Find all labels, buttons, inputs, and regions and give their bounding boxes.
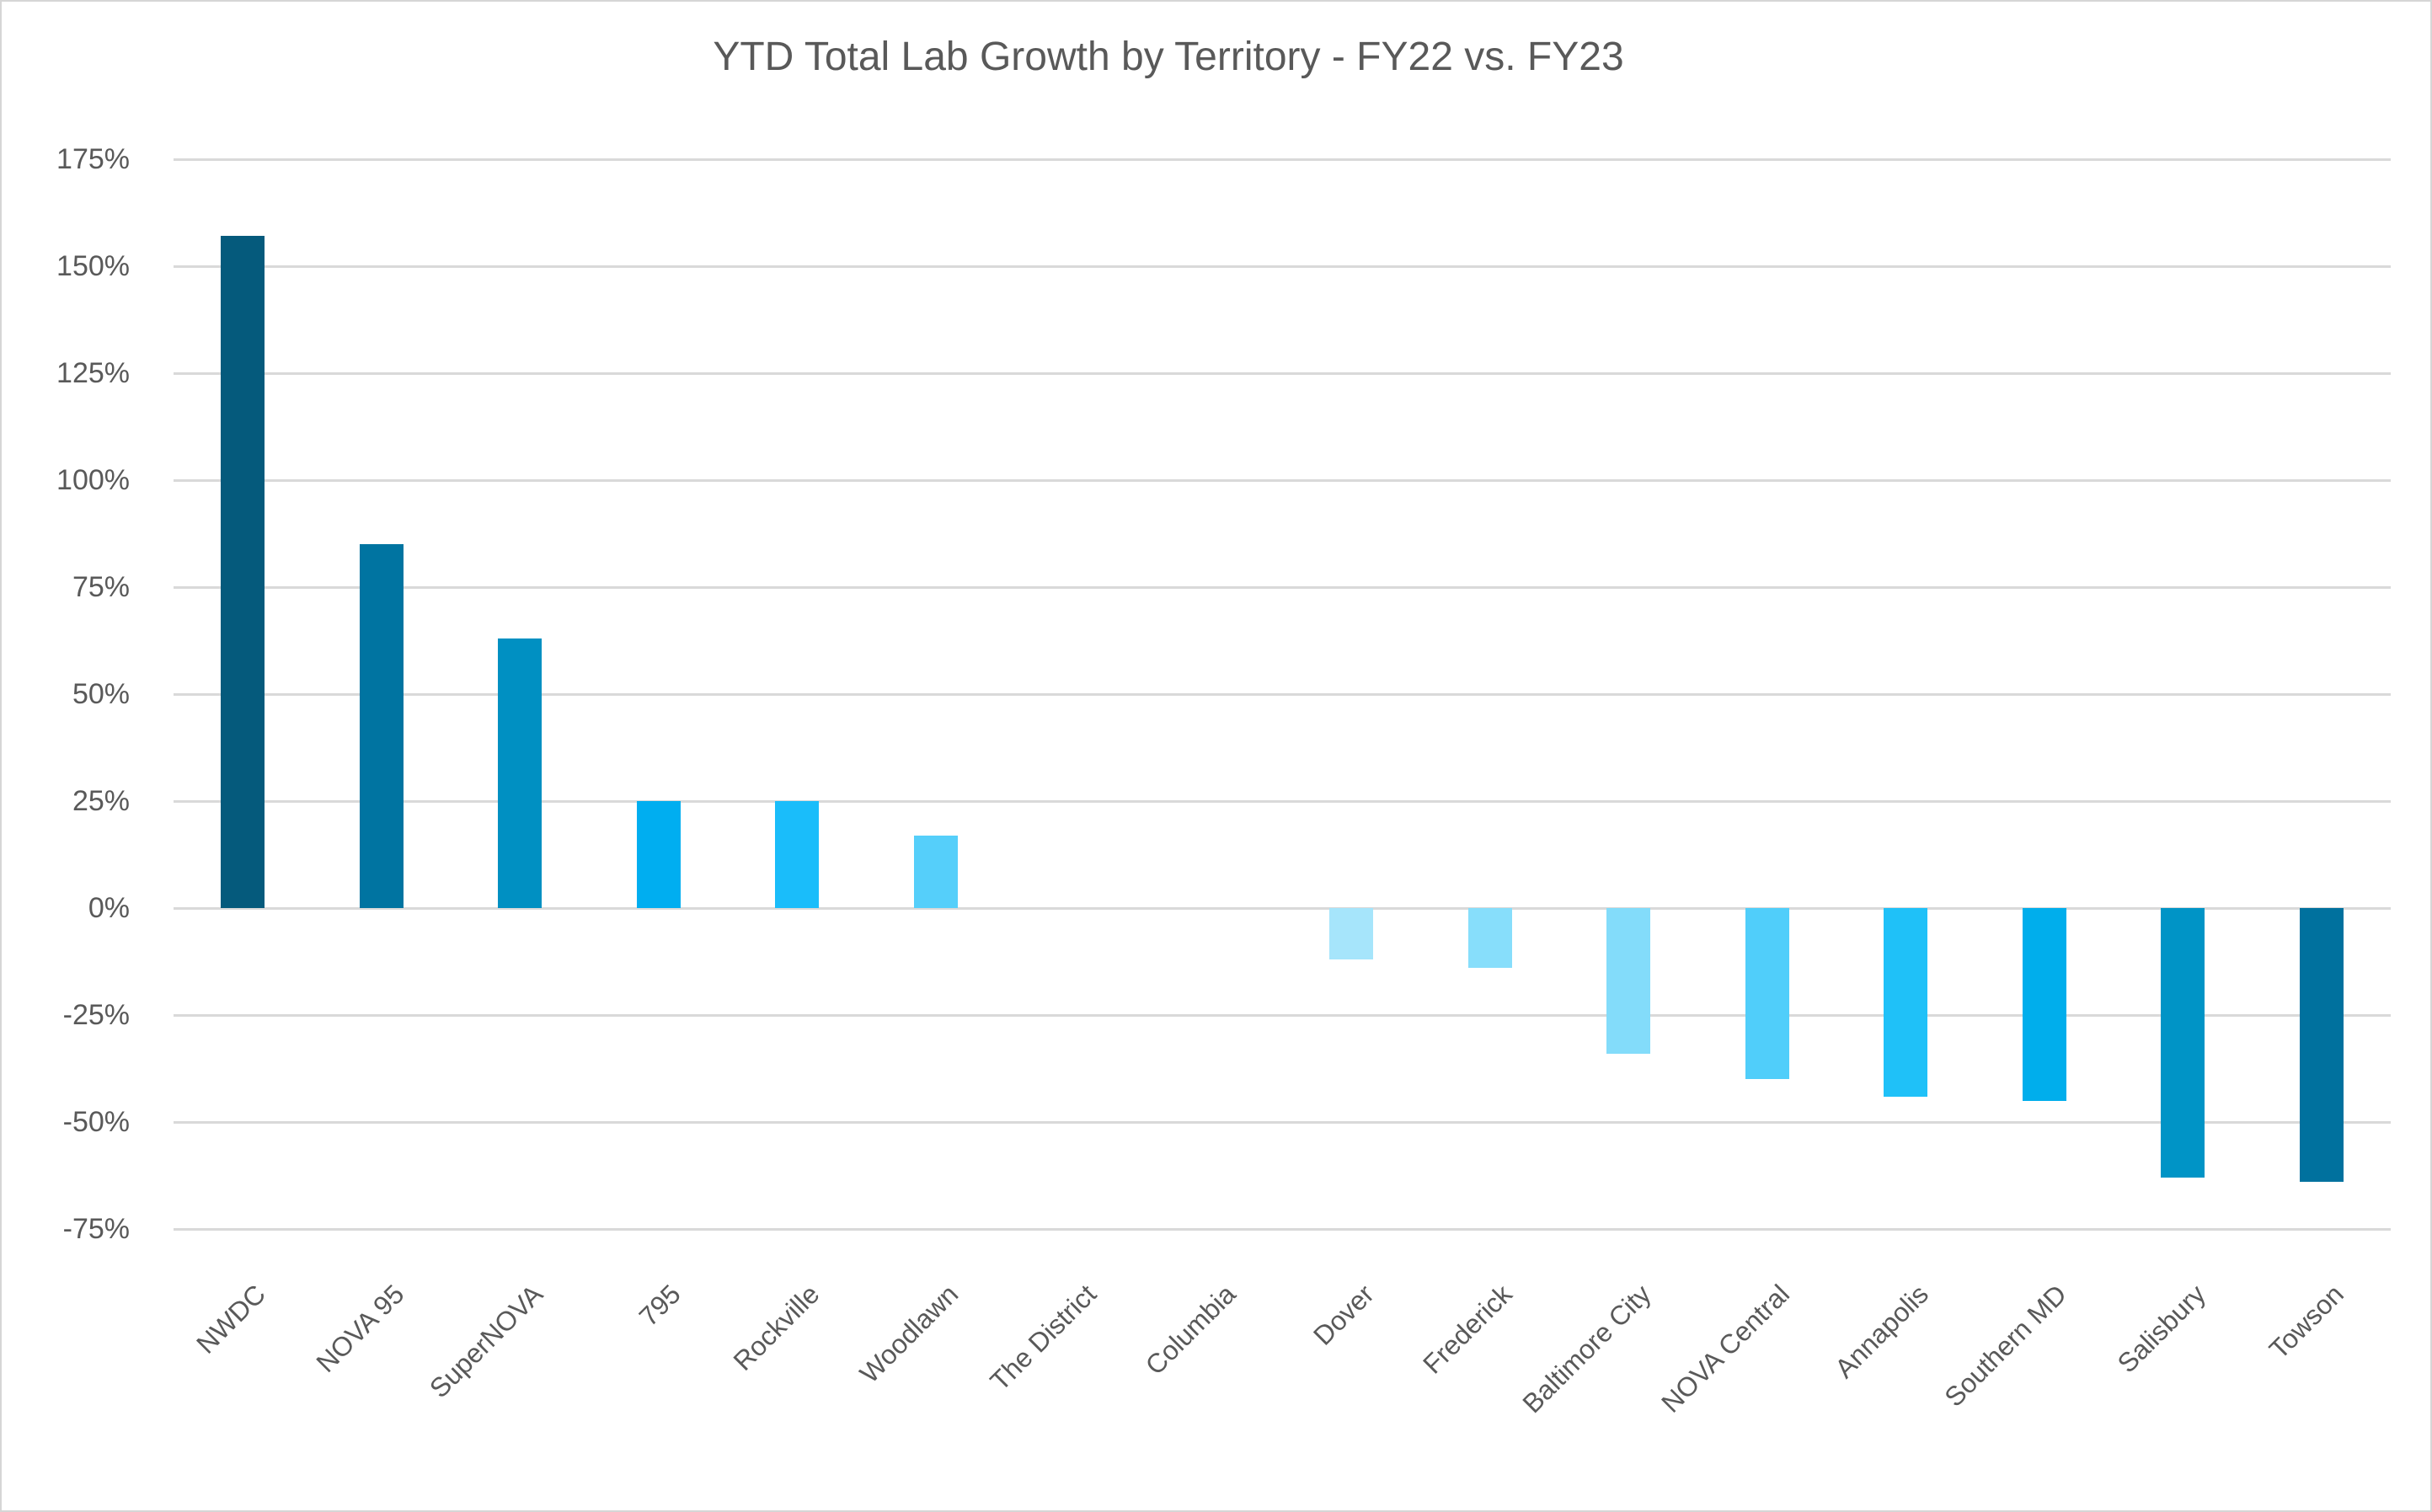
bar-rockville[interactable] [775,801,820,908]
gridline [174,1227,2391,1231]
x-axis-label-southern-md: Southern MD [1938,1279,2073,1413]
y-axis-tick-label: 175% [56,143,130,175]
x-axis-label-baltimore-city: Baltimore City [1516,1279,1657,1419]
bar-frederick[interactable] [1467,908,1512,969]
bar-supernova[interactable] [498,638,543,908]
y-axis-tick-label: 0% [88,892,130,924]
bar-woodlawn[interactable] [913,835,958,908]
x-axis-label-supernova: SuperNOVA [423,1279,548,1404]
gridline [174,371,2391,375]
chart-title: YTD Total Lab Growth by Territory - FY22… [713,35,1624,79]
y-axis-tick-label: -25% [62,999,130,1031]
x-axis-label-annapolis: Annapolis [1828,1279,1934,1384]
y-axis-tick-label: -75% [62,1213,130,1245]
bar-southern-md[interactable] [2022,908,2066,1101]
gridline [174,1120,2391,1124]
bar-salisbury[interactable] [2161,908,2205,1178]
gridline [174,478,2391,482]
bar-annapolis[interactable] [1884,908,1928,1097]
y-axis-tick-label: 50% [72,678,130,710]
y-axis-tick-label: 75% [72,571,130,603]
gridline [174,1013,2391,1017]
x-axis-label-dover: Dover [1307,1279,1380,1351]
bar-dover[interactable] [1329,908,1374,959]
gridline [174,585,2391,589]
y-axis-tick-label: 150% [56,250,130,282]
x-axis-label-the-district: The District [984,1279,1103,1397]
bar-795[interactable] [636,801,681,908]
x-axis-label-frederick: Frederick [1417,1279,1519,1380]
gridline [174,906,2391,910]
bar-nova-central[interactable] [1745,908,1789,1080]
x-axis-label-nova-95: NOVA 95 [310,1279,410,1379]
x-axis-label-columbia: Columbia [1139,1279,1242,1381]
gridline [174,692,2391,696]
gridline [174,799,2391,803]
x-axis-label-towson: Towson [2264,1279,2350,1365]
gridline [174,158,2391,161]
x-axis-label-nova-central: NOVA Central [1655,1279,1796,1419]
x-axis-label-795: 795 [633,1279,687,1333]
x-axis-label-rockville: Rockville [727,1279,826,1376]
y-axis-tick-label: 25% [72,785,130,817]
gridline [174,264,2391,268]
bar-nova-95[interactable] [359,544,404,908]
bar-nwdc[interactable] [221,236,265,908]
y-axis-tick-label: 125% [56,357,130,389]
x-axis-label-nwdc: NWDC [190,1279,271,1360]
x-axis-label-woodlawn: Woodlawn [853,1279,965,1389]
y-axis-tick-label: 100% [56,464,130,496]
x-axis-label-salisbury: Salisbury [2111,1279,2211,1379]
bar-baltimore-city[interactable] [1606,908,1651,1054]
y-axis-tick-label: -50% [62,1106,130,1138]
bar-towson[interactable] [2299,908,2344,1183]
